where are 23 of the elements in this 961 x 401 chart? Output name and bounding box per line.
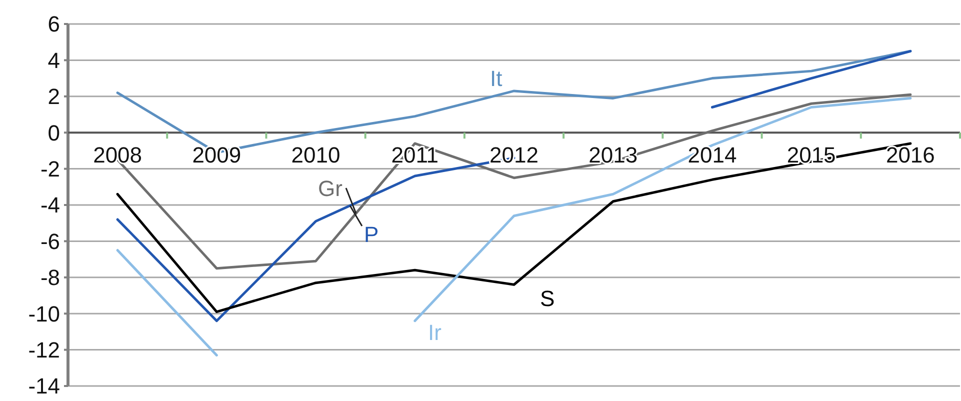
x-tick-label: 2014: [688, 142, 737, 168]
y-tick-label: 6: [48, 12, 60, 37]
y-tick-label: -6: [40, 228, 60, 254]
y-tick-label: -14: [28, 374, 60, 399]
series-label: P: [364, 222, 379, 247]
y-tick-label: -10: [28, 301, 60, 326]
y-tick-label: -2: [40, 156, 60, 182]
x-tick-label: 2010: [291, 142, 340, 168]
y-tick-label: -8: [40, 265, 60, 290]
x-tick-label: 2009: [192, 142, 242, 168]
x-tick-label: 2008: [93, 142, 142, 168]
x-tick-label: 2012: [490, 142, 538, 168]
y-tick-label: 0: [48, 120, 60, 146]
y-tick-label: 4: [48, 48, 60, 73]
series-label: S: [540, 286, 555, 311]
series-label: Gr: [318, 176, 342, 201]
y-tick-label: -4: [40, 192, 60, 218]
x-tick-label: 2016: [886, 142, 935, 168]
series-label: It: [490, 66, 502, 91]
x-tick-label: 2013: [588, 142, 638, 168]
y-tick-label: 2: [48, 84, 60, 110]
series-label: Ir: [428, 320, 442, 345]
y-tick-label: -12: [28, 338, 60, 362]
